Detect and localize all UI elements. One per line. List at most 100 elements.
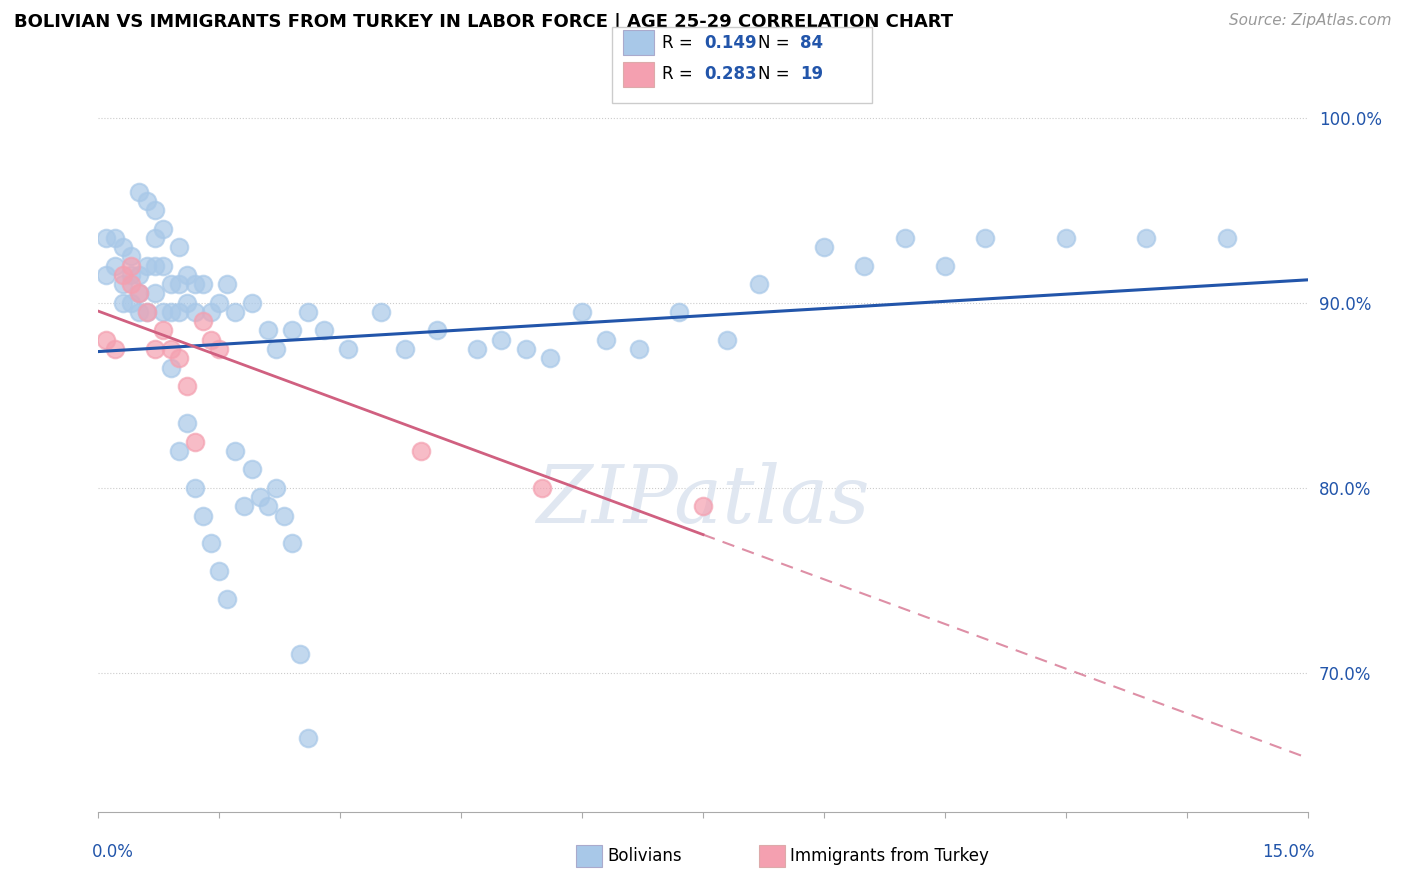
Point xyxy=(692,500,714,514)
Point xyxy=(184,277,207,292)
Text: Source: ZipAtlas.com: Source: ZipAtlas.com xyxy=(1229,13,1392,29)
Point xyxy=(264,481,287,495)
Point xyxy=(426,323,449,337)
Point xyxy=(530,481,553,495)
Point xyxy=(193,277,215,292)
Point xyxy=(193,314,215,328)
Point xyxy=(465,342,488,356)
Point xyxy=(128,286,150,301)
Point xyxy=(934,259,956,273)
Point xyxy=(103,231,125,245)
Point xyxy=(249,490,271,504)
Point xyxy=(288,648,311,662)
Point xyxy=(120,268,142,282)
Text: 0.149: 0.149 xyxy=(704,34,756,52)
Point xyxy=(748,277,770,292)
Point xyxy=(273,508,295,523)
Point xyxy=(813,240,835,254)
Point xyxy=(176,268,198,282)
Point xyxy=(200,536,222,550)
Point xyxy=(538,351,561,366)
Point xyxy=(176,379,198,393)
Point xyxy=(135,305,157,319)
Point xyxy=(217,591,239,606)
Point xyxy=(240,295,263,310)
Point xyxy=(160,342,183,356)
Point xyxy=(160,305,183,319)
Point xyxy=(167,443,190,458)
Point xyxy=(337,342,360,356)
Point xyxy=(853,259,876,273)
Point xyxy=(627,342,650,356)
Point xyxy=(1054,231,1077,245)
Point xyxy=(111,268,134,282)
Point xyxy=(217,277,239,292)
Point xyxy=(409,443,432,458)
Point xyxy=(135,305,157,319)
Point xyxy=(240,462,263,476)
Point xyxy=(193,508,215,523)
Point xyxy=(297,305,319,319)
Point xyxy=(167,351,190,366)
Point xyxy=(167,277,190,292)
Point xyxy=(370,305,392,319)
Point xyxy=(135,194,157,208)
Point xyxy=(232,500,254,514)
Point xyxy=(135,259,157,273)
Point xyxy=(96,333,118,347)
Point xyxy=(152,221,174,235)
Text: 84: 84 xyxy=(800,34,823,52)
Point xyxy=(152,259,174,273)
Point xyxy=(297,731,319,745)
Point xyxy=(716,333,738,347)
Point xyxy=(184,305,207,319)
Point xyxy=(120,259,142,273)
Point xyxy=(208,564,231,578)
Point xyxy=(1135,231,1157,245)
Text: N =: N = xyxy=(758,34,794,52)
Point xyxy=(893,231,915,245)
Point xyxy=(281,536,304,550)
Point xyxy=(184,434,207,449)
Point xyxy=(200,305,222,319)
Text: R =: R = xyxy=(662,65,699,83)
Text: 0.283: 0.283 xyxy=(704,65,756,83)
Point xyxy=(128,286,150,301)
Point xyxy=(224,443,246,458)
Point xyxy=(668,305,690,319)
Point xyxy=(160,360,183,375)
Point xyxy=(314,323,336,337)
Point xyxy=(111,277,134,292)
Point xyxy=(152,305,174,319)
Point xyxy=(111,240,134,254)
Text: BOLIVIAN VS IMMIGRANTS FROM TURKEY IN LABOR FORCE | AGE 25-29 CORRELATION CHART: BOLIVIAN VS IMMIGRANTS FROM TURKEY IN LA… xyxy=(14,13,953,31)
Point xyxy=(143,342,166,356)
Point xyxy=(200,333,222,347)
Point xyxy=(120,277,142,292)
Point xyxy=(1216,231,1239,245)
Point xyxy=(160,277,183,292)
Point xyxy=(120,295,142,310)
Text: 19: 19 xyxy=(800,65,823,83)
Point xyxy=(103,259,125,273)
Point xyxy=(208,342,231,356)
Point xyxy=(152,323,174,337)
Point xyxy=(176,295,198,310)
Point xyxy=(281,323,304,337)
Text: 0.0%: 0.0% xyxy=(91,843,134,861)
Text: ZIPatlas: ZIPatlas xyxy=(536,462,870,540)
Point xyxy=(515,342,537,356)
Point xyxy=(128,305,150,319)
Point xyxy=(143,286,166,301)
Point xyxy=(224,305,246,319)
Point xyxy=(103,342,125,356)
Point xyxy=(595,333,617,347)
Point xyxy=(143,259,166,273)
Text: Bolivians: Bolivians xyxy=(607,847,682,865)
Text: N =: N = xyxy=(758,65,794,83)
Point xyxy=(128,185,150,199)
Point xyxy=(256,500,278,514)
Point xyxy=(96,268,118,282)
Point xyxy=(974,231,997,245)
Point xyxy=(143,231,166,245)
